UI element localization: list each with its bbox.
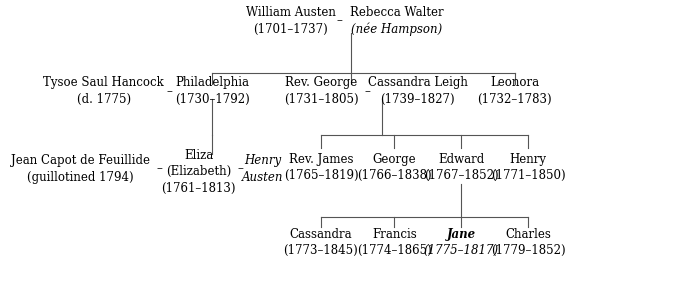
Text: –: –: [237, 162, 243, 175]
Text: (1731–1805): (1731–1805): [284, 93, 358, 106]
Text: (1771–1850): (1771–1850): [491, 169, 566, 182]
Text: (1773–1845): (1773–1845): [284, 244, 358, 257]
Text: Philadelphia: Philadelphia: [175, 76, 249, 89]
Text: –: –: [156, 162, 162, 175]
Text: Rev. George: Rev. George: [285, 76, 357, 89]
Text: Charles: Charles: [505, 227, 551, 240]
Text: Leonora: Leonora: [490, 76, 540, 89]
Text: Cassandra Leigh: Cassandra Leigh: [368, 76, 468, 89]
Text: (1774–1865): (1774–1865): [357, 244, 432, 257]
Text: Tysoe Saul Hancock: Tysoe Saul Hancock: [43, 76, 164, 89]
Text: (1767–1852): (1767–1852): [424, 169, 498, 182]
Text: (née Hampson): (née Hampson): [351, 22, 442, 36]
Text: –: –: [336, 14, 342, 27]
Text: Rev. James: Rev. James: [288, 153, 354, 166]
Text: (1765–1819): (1765–1819): [284, 169, 358, 182]
Text: (1761–1813): (1761–1813): [162, 182, 236, 195]
Text: (1739–1827): (1739–1827): [381, 93, 455, 106]
Text: (1779–1852): (1779–1852): [491, 244, 566, 257]
Text: (guillotined 1794): (guillotined 1794): [27, 171, 134, 184]
Text: –: –: [364, 85, 370, 98]
Text: (1730–1792): (1730–1792): [174, 93, 249, 106]
Text: Eliza: Eliza: [184, 149, 213, 162]
Text: Edward: Edward: [438, 153, 484, 166]
Text: Jean Capot de Feuillide: Jean Capot de Feuillide: [10, 154, 150, 167]
Text: William Austen: William Austen: [246, 6, 336, 19]
Text: Cassandra: Cassandra: [290, 227, 352, 240]
Text: Rebecca Walter: Rebecca Walter: [350, 6, 443, 19]
Text: (1701–1737): (1701–1737): [253, 23, 328, 36]
Text: (1732–1783): (1732–1783): [477, 93, 552, 106]
Text: (d. 1775): (d. 1775): [77, 93, 131, 106]
Text: George: George: [372, 153, 416, 166]
Text: Henry: Henry: [244, 154, 281, 167]
Text: Francis: Francis: [372, 227, 417, 240]
Text: –: –: [167, 85, 172, 98]
Text: (Elizabeth): (Elizabeth): [166, 165, 231, 178]
Text: (1775–1817): (1775–1817): [424, 244, 499, 257]
Text: (1766–1838): (1766–1838): [357, 169, 432, 182]
Text: Austen: Austen: [242, 171, 284, 184]
Text: Henry: Henry: [510, 153, 547, 166]
Text: Jane: Jane: [447, 227, 476, 240]
